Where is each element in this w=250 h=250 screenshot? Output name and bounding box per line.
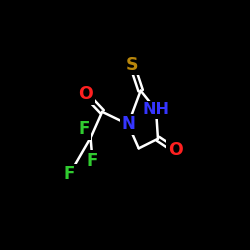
Text: N: N xyxy=(121,115,135,133)
Text: O: O xyxy=(168,141,183,159)
Text: S: S xyxy=(126,56,138,74)
Text: F: F xyxy=(78,120,90,138)
Text: NH: NH xyxy=(142,102,170,118)
Text: O: O xyxy=(78,86,93,103)
Text: F: F xyxy=(87,152,98,170)
Text: F: F xyxy=(64,166,75,184)
